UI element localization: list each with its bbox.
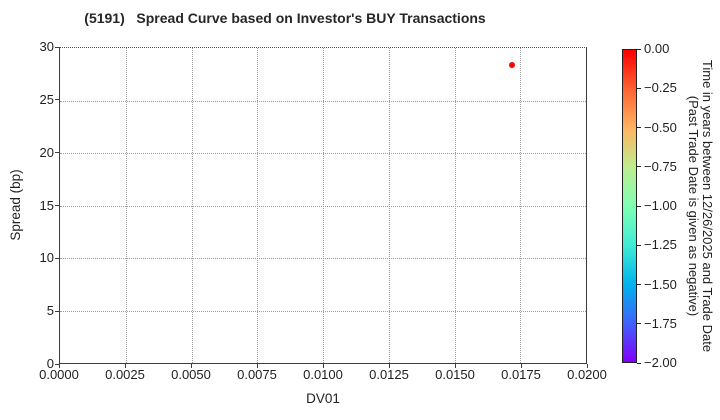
colorbar-tick-label: −1.00: [644, 198, 677, 213]
x-tick-label: 0.0150: [435, 367, 475, 382]
x-tick-label: 0.0200: [567, 367, 607, 382]
x-tick-mark: [520, 364, 522, 368]
y-tick-label: 0: [46, 356, 54, 371]
gridline-horizontal: [60, 100, 586, 102]
x-tick-label: 0.0000: [39, 367, 79, 382]
colorbar-tick-mark: [637, 244, 641, 246]
x-tick-label: 0.0050: [171, 367, 211, 382]
y-tick-label: 5: [46, 303, 54, 319]
colorbar-tick-label: −0.25: [644, 80, 677, 96]
x-tick-label: 0.0025: [105, 367, 145, 382]
y-tick-mark: [55, 363, 59, 365]
x-tick-mark: [586, 364, 588, 368]
x-tick-mark: [322, 364, 324, 368]
colorbar-tick-mark: [637, 284, 641, 285]
x-tick-label: 0.0075: [237, 367, 277, 382]
gridline-horizontal: [60, 258, 586, 259]
x-tick-mark: [454, 364, 456, 368]
y-tick-label: 25: [39, 91, 54, 107]
x-tick-mark: [256, 364, 258, 368]
colorbar-tick-label: −0.50: [644, 119, 677, 135]
y-tick-mark: [55, 152, 59, 154]
y-tick-mark: [55, 46, 59, 48]
y-tick-label: 15: [39, 197, 54, 213]
colorbar-tick-mark: [637, 127, 641, 128]
chart-title: (5191) Spread Curve based on Investor's …: [84, 10, 486, 26]
x-tick-mark: [124, 364, 126, 368]
colorbar: [622, 49, 637, 363]
colorbar-tick-mark: [637, 362, 641, 364]
plot-area: [59, 47, 587, 364]
y-tick-mark: [55, 99, 59, 101]
colorbar-label: Time in years between 12/26/2025 and Tra…: [686, 49, 715, 363]
x-tick-mark: [190, 364, 192, 368]
colorbar-tick-label: 0.00: [644, 41, 670, 56]
colorbar-tick-mark: [637, 166, 641, 168]
colorbar-tick-mark: [637, 205, 641, 207]
y-tick-label: 20: [39, 144, 54, 160]
colorbar-tick-label: −1.50: [644, 276, 677, 292]
colorbar-tick-mark: [637, 48, 641, 50]
x-tick-label: 0.0175: [501, 367, 541, 382]
gridline-horizontal: [60, 205, 586, 207]
x-tick-mark: [58, 364, 60, 368]
y-tick-label: 30: [39, 39, 54, 54]
y-tick-mark: [55, 257, 59, 259]
y-tick-label: 10: [39, 250, 54, 266]
gridline-horizontal: [60, 310, 586, 312]
colorbar-tick-label: −2.00: [644, 355, 677, 370]
x-axis-label: DV01: [306, 391, 340, 406]
y-tick-mark: [55, 205, 59, 206]
colorbar-tick-label: −0.75: [644, 158, 677, 174]
colorbar-label-line1: Time in years between 12/26/2025 and Tra…: [700, 59, 715, 353]
data-point: [509, 61, 516, 68]
x-tick-label: 0.0125: [369, 367, 409, 382]
colorbar-label-line2: (Past Trade Date is given as negative): [686, 95, 701, 317]
colorbar-tick-label: −1.25: [644, 237, 677, 253]
colorbar-tick-mark: [637, 323, 641, 325]
gridline-horizontal: [60, 153, 586, 154]
x-tick-mark: [388, 364, 390, 368]
x-tick-label: 0.0100: [303, 367, 343, 382]
colorbar-tick-mark: [637, 87, 641, 89]
y-tick-mark: [55, 310, 59, 312]
colorbar-tick-label: −1.75: [644, 315, 677, 331]
